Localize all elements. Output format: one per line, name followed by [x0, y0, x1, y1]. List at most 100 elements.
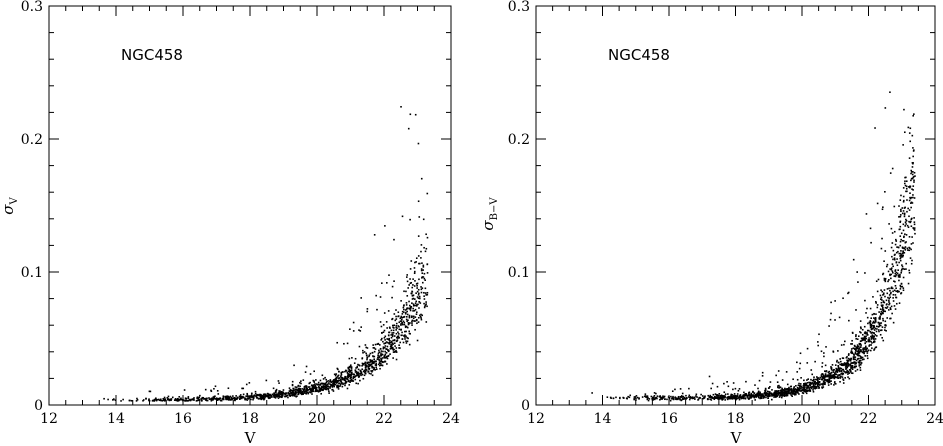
data-point — [775, 390, 777, 392]
data-point — [157, 398, 159, 401]
data-point — [413, 320, 415, 322]
data-point — [773, 391, 776, 394]
data-point — [740, 396, 742, 399]
data-point — [848, 363, 850, 366]
data-point — [871, 334, 874, 336]
data-point — [307, 391, 309, 394]
data-point — [409, 282, 412, 285]
data-point — [911, 171, 913, 173]
data-point — [832, 351, 835, 353]
data-point — [216, 390, 219, 392]
data-point — [913, 217, 915, 219]
data-point — [894, 269, 897, 271]
data-point — [912, 162, 914, 165]
data-point — [161, 399, 164, 402]
data-point — [913, 229, 916, 231]
data-point — [652, 397, 655, 400]
data-point — [391, 344, 393, 346]
data-point — [904, 131, 906, 134]
data-point — [667, 396, 670, 398]
data-point — [889, 296, 892, 299]
data-point — [310, 388, 313, 391]
data-point — [806, 382, 809, 384]
data-point — [679, 396, 682, 398]
data-point — [806, 362, 809, 364]
data-point — [322, 382, 324, 385]
data-point — [366, 357, 368, 359]
data-point — [261, 395, 264, 397]
data-point — [822, 376, 825, 379]
data-point — [302, 379, 305, 381]
y-tick-label: 0 — [521, 398, 530, 414]
data-point — [378, 351, 381, 354]
data-point — [276, 394, 279, 397]
data-point — [834, 375, 836, 378]
data-point — [285, 392, 288, 394]
data-point — [346, 342, 349, 345]
data-point — [362, 377, 365, 380]
data-point — [803, 389, 806, 392]
data-point — [796, 390, 798, 393]
data-point — [870, 332, 873, 334]
data-point — [352, 321, 355, 324]
data-point — [653, 398, 656, 401]
data-point — [781, 394, 783, 396]
data-point — [317, 390, 320, 393]
data-point — [839, 363, 841, 366]
data-point — [394, 345, 396, 347]
data-point — [363, 374, 366, 377]
data-point — [875, 300, 877, 303]
data-point — [294, 392, 296, 395]
data-point — [833, 384, 835, 386]
data-point — [708, 375, 711, 378]
data-point — [275, 395, 278, 397]
data-point — [880, 329, 883, 331]
y-axis-label-subscript: V — [9, 196, 20, 205]
data-point — [907, 226, 910, 229]
data-point — [829, 372, 832, 375]
data-point — [883, 289, 886, 291]
data-point — [875, 280, 878, 283]
data-point — [284, 392, 287, 394]
y-tick-label: 0.1 — [508, 265, 530, 281]
data-point — [187, 399, 189, 402]
data-point — [300, 393, 303, 396]
data-point — [421, 276, 424, 278]
data-point — [830, 368, 833, 371]
data-point — [865, 348, 868, 351]
data-point — [837, 368, 839, 370]
data-point — [871, 342, 873, 344]
data-point — [267, 395, 269, 397]
data-point — [361, 364, 363, 367]
data-point — [400, 320, 402, 323]
data-point — [905, 180, 908, 183]
data-point — [899, 240, 902, 243]
data-point — [884, 250, 887, 252]
data-point — [873, 329, 876, 331]
data-point — [148, 398, 150, 400]
data-point — [280, 394, 283, 396]
data-point — [896, 289, 899, 292]
data-point — [803, 386, 805, 389]
data-point — [717, 394, 720, 397]
data-point — [643, 395, 646, 398]
data-point — [311, 393, 313, 395]
data-point — [757, 395, 760, 397]
data-point — [278, 382, 280, 384]
data-point — [849, 371, 852, 373]
data-point — [744, 394, 746, 397]
data-point — [420, 268, 423, 270]
data-point — [369, 352, 372, 355]
data-point — [381, 282, 383, 284]
data-point — [821, 373, 824, 376]
data-point — [346, 376, 348, 378]
data-point — [845, 364, 848, 367]
data-point — [299, 385, 301, 388]
data-point — [225, 398, 227, 401]
y-tick-labels: 00.10.20.3 — [21, 0, 43, 414]
data-point — [908, 199, 911, 202]
data-point — [392, 339, 394, 342]
data-point — [754, 393, 757, 396]
data-point — [890, 246, 893, 249]
data-point — [415, 300, 418, 303]
